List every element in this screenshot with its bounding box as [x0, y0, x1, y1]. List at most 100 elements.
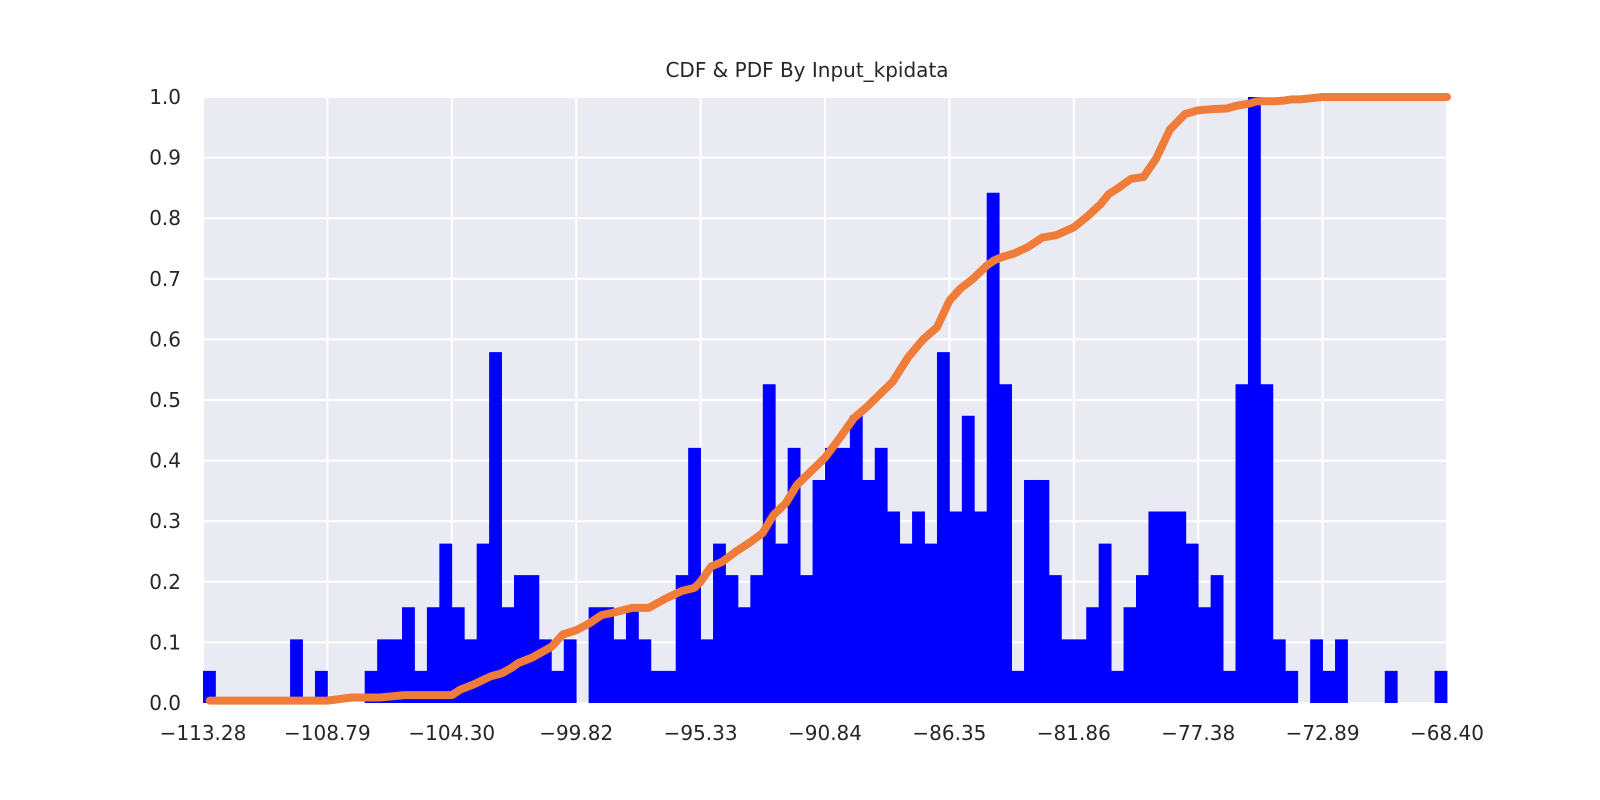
pdf-bar [675, 575, 689, 703]
x-tick-label: −86.35 [912, 721, 986, 745]
x-axis-ticks: −113.28 −108.79 −104.30 −99.82 −95.33 −90.84 −… [160, 721, 1484, 745]
pdf-bar [762, 384, 776, 703]
pdf-bar [1210, 575, 1224, 703]
pdf-bar [750, 575, 764, 703]
pdf-bar [290, 639, 303, 703]
y-axis-ticks: 0.0 0.1 0.2 0.3 0.4 0.5 0.6 0.7 0.8 0.9 1.0 [149, 85, 181, 715]
pdf-bar [663, 670, 677, 703]
pdf-bar [1061, 639, 1075, 703]
pdf-bar [787, 447, 801, 703]
y-tick-label: 0.6 [149, 327, 181, 351]
pdf-bar [874, 447, 888, 703]
pdf-bar [949, 511, 963, 703]
x-tick-label: −104.30 [408, 721, 495, 745]
pdf-bar [1136, 575, 1149, 703]
pdf-bar [563, 639, 577, 703]
pdf-bar [1260, 384, 1274, 703]
pdf-bar [899, 543, 913, 703]
y-tick-label: 0.7 [149, 267, 181, 291]
pdf-bar [625, 607, 639, 703]
y-tick-label: 0.2 [149, 570, 181, 594]
pdf-bar [1111, 670, 1124, 703]
pdf-bar [1073, 639, 1087, 703]
y-tick-label: 0.0 [149, 691, 181, 715]
pdf-bar [526, 575, 540, 703]
x-tick-label: −95.33 [664, 721, 738, 745]
chart-title: CDF & PDF By Input_kpidata [665, 58, 948, 82]
pdf-bar [1086, 607, 1100, 703]
pdf-bar [1247, 97, 1261, 703]
pdf-bar [837, 447, 851, 703]
pdf-bar [1185, 543, 1199, 703]
pdf-bar [725, 575, 739, 703]
pdf-bar [1173, 511, 1187, 703]
pdf-bar [514, 575, 527, 703]
pdf-bar [924, 543, 938, 703]
pdf-bar [1322, 670, 1336, 703]
pdf-bar [613, 639, 627, 703]
pdf-bar [402, 607, 415, 703]
pdf-bar [389, 639, 403, 703]
pdf-bar [1048, 575, 1062, 703]
pdf-bar [1198, 607, 1212, 703]
pdf-bar [713, 543, 726, 703]
pdf-bar [451, 607, 465, 703]
pdf-bar [476, 543, 490, 703]
pdf-bar [203, 670, 216, 703]
y-tick-label: 0.8 [149, 206, 181, 230]
pdf-bar [700, 639, 714, 703]
pdf-bar [912, 511, 925, 703]
pdf-bar [439, 543, 453, 703]
pdf-bar [825, 447, 838, 703]
pdf-bar [775, 543, 789, 703]
pdf-bar [1148, 511, 1162, 703]
y-tick-label: 0.5 [149, 388, 181, 412]
pdf-bar [551, 670, 565, 703]
pdf-bar [1235, 384, 1249, 703]
x-tick-label: −99.82 [539, 721, 613, 745]
pdf-bar [588, 607, 602, 703]
pdf-histogram [203, 97, 1448, 703]
pdf-bar [601, 607, 614, 703]
pdf-bar [974, 511, 988, 703]
y-tick-label: 0.4 [149, 449, 181, 473]
pdf-bar [501, 607, 515, 703]
x-tick-label: −108.79 [284, 721, 371, 745]
pdf-bar [1434, 670, 1448, 703]
pdf-bar [1011, 670, 1025, 703]
x-tick-label: −81.86 [1037, 721, 1111, 745]
pdf-bar [936, 352, 950, 703]
x-tick-label: −90.84 [788, 721, 862, 745]
pdf-bar [999, 384, 1012, 703]
pdf-bar [1123, 607, 1137, 703]
y-tick-label: 0.9 [149, 146, 181, 170]
pdf-bar [1335, 639, 1348, 703]
pdf-bar [1223, 670, 1236, 703]
pdf-bar [800, 575, 813, 703]
y-tick-label: 1.0 [149, 85, 181, 109]
pdf-bar [1098, 543, 1112, 703]
x-tick-label: −68.40 [1410, 721, 1484, 745]
pdf-bar [986, 192, 1000, 703]
x-tick-label: −72.89 [1286, 721, 1360, 745]
pdf-bar [1024, 479, 1037, 703]
pdf-bar [1036, 479, 1050, 703]
pdf-bar [812, 479, 826, 703]
pdf-bar [314, 670, 328, 703]
pdf-bar [688, 447, 701, 703]
x-tick-label: −77.38 [1161, 721, 1235, 745]
pdf-bar [464, 639, 478, 703]
cdf-line [205, 93, 1451, 705]
pdf-bar [849, 415, 863, 703]
pdf-bar [1310, 639, 1323, 703]
x-tick-label: −113.28 [160, 721, 247, 745]
pdf-bar [961, 415, 975, 703]
pdf-bar [862, 479, 876, 703]
pdf-bar [377, 639, 390, 703]
pdf-bar [1160, 511, 1174, 703]
pdf-bar [1272, 639, 1286, 703]
pdf-bar [638, 639, 652, 703]
pdf-bar [426, 607, 440, 703]
pdf-bar [1384, 670, 1398, 703]
